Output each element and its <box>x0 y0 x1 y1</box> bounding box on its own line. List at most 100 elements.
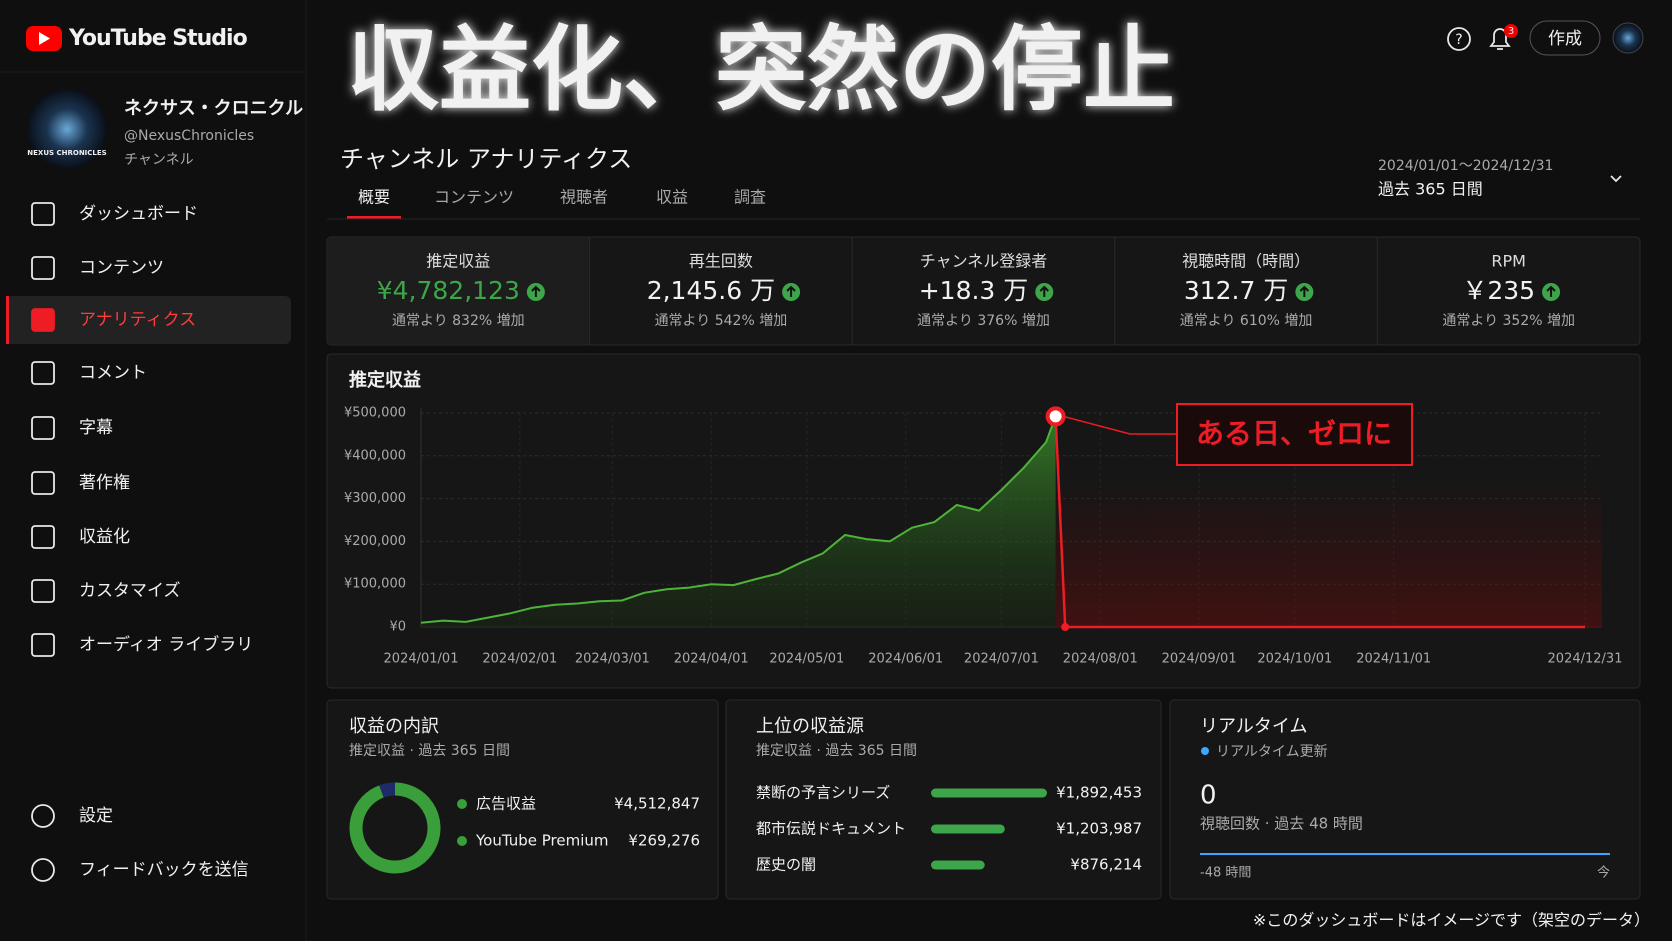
tab[interactable]: 視聴者 <box>560 188 608 207</box>
nav-item[interactable]: カスタマイズ <box>79 581 181 601</box>
tab-underline <box>347 216 401 219</box>
x-tick-label: 2024/10/01 <box>1257 652 1332 667</box>
realtime-title: リアルタイム <box>1200 716 1307 737</box>
nav-item[interactable]: 字幕 <box>79 418 113 438</box>
kpi-up-arrow <box>531 285 541 297</box>
nav-item[interactable]: 収益化 <box>79 527 130 547</box>
channel-label: チャンネル <box>124 152 194 168</box>
nav-active-bg <box>6 296 291 344</box>
source-value: ¥876,214 <box>1070 856 1142 874</box>
notifications-button[interactable] <box>1489 28 1511 50</box>
headline: 収益化、突然の停止 <box>347 16 1175 123</box>
create-button[interactable] <box>1529 20 1601 56</box>
tab[interactable]: 調査 <box>734 188 766 207</box>
brand: YouTube Studio <box>68 26 248 51</box>
kpi-value: ¥4,782,123 <box>377 276 520 305</box>
y-tick-label: ¥500,000 <box>344 406 406 421</box>
realtime-count: 0 <box>1200 781 1217 811</box>
x-tick-label: 2024/07/01 <box>964 652 1039 667</box>
legend-value: ¥4,512,847 <box>614 795 700 813</box>
y-tick-label: ¥100,000 <box>344 577 406 592</box>
source-name: 都市伝説ドキュメント <box>756 820 906 838</box>
nav-item[interactable]: ダッシュボード <box>79 204 198 224</box>
nav-icon <box>31 361 55 385</box>
date-dropdown[interactable] <box>1610 175 1622 183</box>
annotation: ある日、ゼロに <box>1196 417 1392 450</box>
nav-active-bar <box>6 296 9 344</box>
nav-item[interactable]: フィードバックを送信 <box>79 860 249 880</box>
source-bar <box>931 824 1005 834</box>
date-range: 2024/01/01～2024/12/31 <box>1378 158 1553 174</box>
kpi-value: 2,145.6 万 <box>647 276 775 305</box>
kpi-change: 通常より 832% 増加 <box>392 313 525 329</box>
area-fill <box>421 416 1056 627</box>
source-value: ¥1,892,453 <box>1056 784 1142 802</box>
x-tick-label: 2024/06/01 <box>868 652 943 667</box>
nav-icon <box>31 308 55 332</box>
nav-icon <box>31 525 55 549</box>
source-bar <box>931 788 1047 798</box>
create-label: 作成 <box>1548 29 1582 49</box>
realtime-end: 今 <box>1597 865 1610 881</box>
kpi-value: +18.3 万 <box>919 276 1029 305</box>
kpi-change: 通常より 610% 増加 <box>1180 313 1313 329</box>
nav-item[interactable]: 設定 <box>79 806 113 826</box>
nav-item[interactable]: コメント <box>79 363 147 383</box>
kpi-label: 推定収益 <box>426 252 490 271</box>
kpi-change: 通常より 376% 増加 <box>917 313 1050 329</box>
realtime-panel <box>1169 699 1641 900</box>
nav-icon <box>31 471 55 495</box>
legend-dot <box>457 799 467 809</box>
nav-item[interactable]: オーディオ ライブラリ <box>79 634 253 655</box>
legend-dot <box>457 836 467 846</box>
nav-icon <box>31 804 55 828</box>
nav-icon <box>31 256 55 280</box>
realtime-dot <box>1201 747 1209 755</box>
donut-segment <box>379 782 396 798</box>
help-button[interactable] <box>1447 27 1471 51</box>
y-tick-label: ¥300,000 <box>344 491 406 506</box>
channel-name: ネクサス・クロニクル <box>124 98 303 119</box>
x-tick-label: 2024/08/01 <box>1063 652 1138 667</box>
kpi-up-arrow <box>1039 285 1049 297</box>
nav-icon <box>31 579 55 603</box>
account-avatar[interactable] <box>1612 22 1644 54</box>
annotation-box <box>1176 403 1413 466</box>
tab[interactable]: 収益 <box>656 188 688 207</box>
zero-area <box>1055 473 1602 627</box>
realtime-caption: 視聴回数 · 過去 48 時間 <box>1200 815 1363 833</box>
tab[interactable]: コンテンツ <box>434 188 514 207</box>
nav-item[interactable]: アナリティクス <box>79 310 196 330</box>
nav-icon <box>31 858 55 882</box>
source-name: 禁断の予言シリーズ <box>756 784 890 802</box>
kpi-label: 再生回数 <box>689 252 753 271</box>
breakdown-subtitle: 推定収益 · 過去 365 日間 <box>349 743 510 759</box>
kpi-change: 通常より 352% 増加 <box>1442 313 1575 329</box>
footnote: ※このダッシュボードはイメージです（架空のデータ） <box>1253 911 1650 930</box>
kpi-value: ￥235 <box>1462 276 1535 305</box>
nav-icon <box>31 633 55 657</box>
y-tick-label: ¥0 <box>389 620 406 635</box>
sources-panel <box>725 699 1162 900</box>
kpi-panel <box>326 236 1641 346</box>
x-tick-label: 2024/11/01 <box>1356 652 1431 667</box>
x-tick-label: 2024/03/01 <box>575 652 650 667</box>
kpi-value: 312.7 万 <box>1184 276 1289 305</box>
logo-play <box>39 32 50 45</box>
help-glyph: ? <box>1455 32 1462 48</box>
tab[interactable]: 概要 <box>358 188 390 207</box>
x-tick-label: 2024/05/01 <box>769 652 844 667</box>
nav-item[interactable]: コンテンツ <box>79 258 164 278</box>
sources-subtitle: 推定収益 · 過去 365 日間 <box>756 743 917 759</box>
notification-badge <box>1504 24 1518 38</box>
nav-item[interactable]: 著作権 <box>79 473 130 493</box>
donut-segment <box>349 782 441 874</box>
kpi-label: RPM <box>1491 252 1526 271</box>
channel-avatar[interactable] <box>27 89 107 169</box>
kpi-active-bg <box>328 238 589 344</box>
page-title: チャンネル アナリティクス <box>340 145 632 173</box>
y-tick-label: ¥200,000 <box>344 534 406 549</box>
realtime-status: リアルタイム更新 <box>1216 744 1328 760</box>
x-tick-label: 2024/01/01 <box>384 652 459 667</box>
